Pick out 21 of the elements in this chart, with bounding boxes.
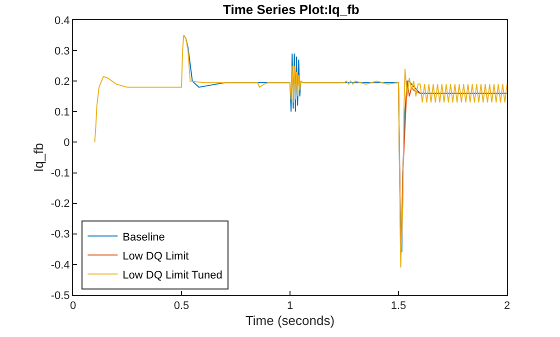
y-tick-label: 0.1 <box>54 106 70 119</box>
x-axis-title: Time (seconds) <box>245 312 335 328</box>
y-tick-label: -0.5 <box>50 290 70 302</box>
legend-label: Baseline <box>122 231 165 244</box>
y-tick-label: -0.2 <box>50 198 70 210</box>
legend-label: Low DQ Limit <box>122 250 189 262</box>
y-tick-label: -0.1 <box>50 168 70 180</box>
x-tick-label: 1.5 <box>390 300 406 312</box>
y-tick-label: -0.3 <box>50 228 70 241</box>
line-series <box>94 34 507 268</box>
y-tick-label: -0.4 <box>50 259 70 272</box>
y-tick-label: 0.2 <box>54 76 70 88</box>
x-tick-label: 0.5 <box>174 300 190 312</box>
legend-label: Low DQ Limit Tuned <box>122 269 222 282</box>
y-tick-label: 0.4 <box>54 14 70 27</box>
y-tick-label: 0.3 <box>54 45 70 58</box>
x-tick-label: 2 <box>504 300 510 312</box>
y-tick-label: 0 <box>64 137 70 150</box>
y-axis-title: Iq_fb <box>30 143 46 172</box>
x-tick-label: 1 <box>286 300 294 312</box>
chart-title: Time Series Plot:Iq_fb <box>223 2 360 18</box>
